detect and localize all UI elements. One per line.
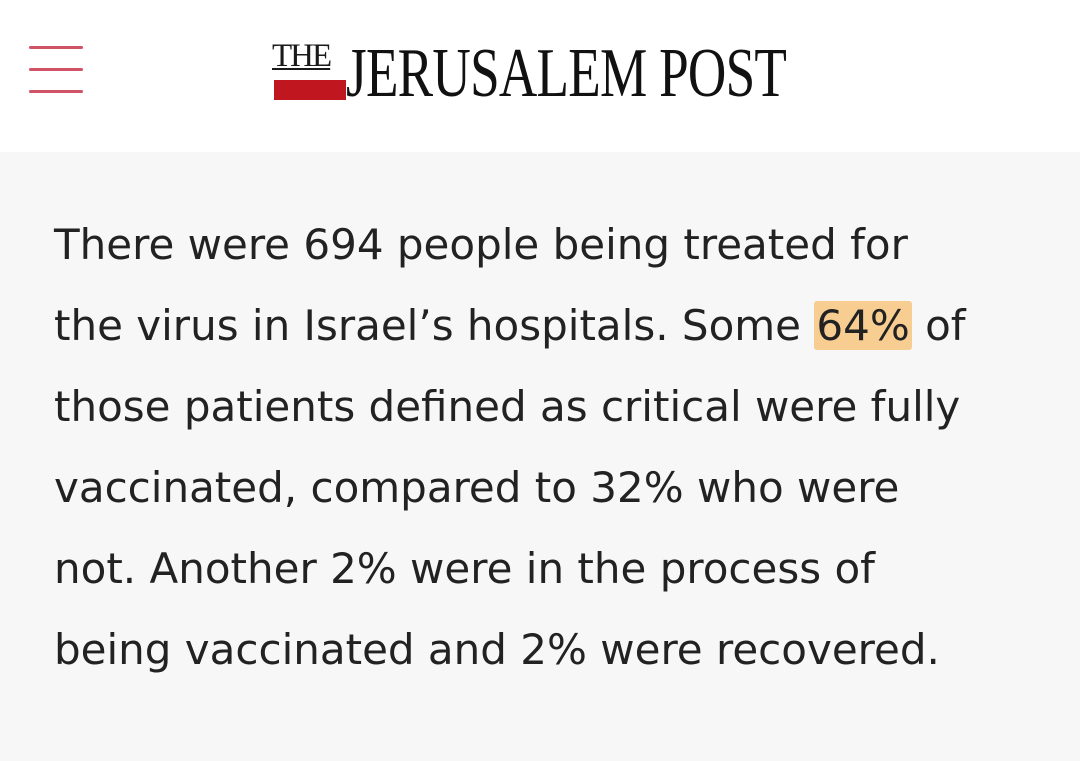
article-line: the virus in Israel’s hospitals. Some: [54, 301, 815, 350]
highlighted-text: 64%: [814, 301, 912, 350]
logo-the-text: THE: [272, 38, 332, 74]
article-line: those patients defined as critical were …: [54, 382, 961, 431]
site-header: THE JERUSALEM POST: [0, 0, 1080, 152]
menu-bar: [29, 90, 83, 93]
article-line: vaccinated, compared to 32% who were: [54, 463, 900, 512]
article-line: not. Another 2% were in the process of: [54, 544, 875, 593]
article-body: There were 694 people being treated for …: [54, 204, 1054, 690]
site-logo[interactable]: THE JERUSALEM POST: [268, 34, 814, 116]
logo-masthead: JERUSALEM POST: [346, 35, 787, 112]
article-line: There were 694 people being treated for: [54, 220, 908, 269]
article-paragraph: There were 694 people being treated for …: [54, 204, 1054, 690]
menu-bar: [29, 46, 83, 49]
logo-the-block: THE: [268, 34, 350, 106]
menu-bar: [29, 68, 83, 71]
logo-red-block: [274, 80, 346, 100]
hamburger-menu-icon[interactable]: [27, 44, 85, 96]
article-line: of: [911, 301, 966, 350]
article-line: being vaccinated and 2% were recovered.: [54, 625, 940, 674]
